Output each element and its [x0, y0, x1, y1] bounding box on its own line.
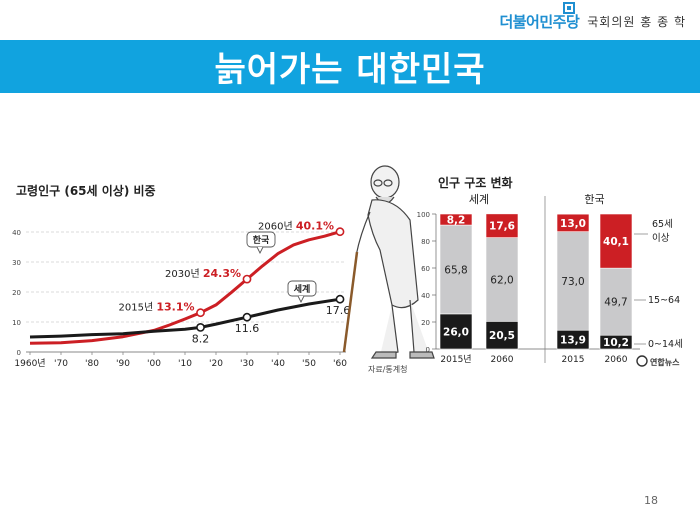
data-label-world: 8.2	[192, 332, 210, 345]
party-logo: 더불어민주당	[499, 12, 580, 31]
series-line-korea	[29, 230, 341, 345]
x-tick-label: '10	[178, 359, 192, 369]
bar-value-label: 49,7	[604, 297, 627, 309]
legend-label-65plus-cont: 이상	[652, 233, 670, 244]
bar-segment	[556, 213, 590, 232]
series-callout: 세계	[287, 280, 317, 304]
y-tick-label: 30	[12, 259, 21, 267]
title-band: 늙어가는 대한민국	[0, 40, 700, 93]
bar-y-tick-label: 80	[421, 238, 430, 246]
bar-value-label: 8,2	[447, 215, 466, 227]
news-agency-icon	[636, 355, 648, 367]
source-label: 자료/통계청	[368, 364, 408, 374]
bar-segment	[599, 267, 633, 336]
bar-category-label: 2015	[562, 355, 585, 365]
x-tick-label: '70	[54, 359, 68, 369]
header-logo-row: 더불어민주당 국회의원 홍 종 학	[499, 2, 686, 34]
bar-group-label: 한국	[584, 193, 604, 206]
bar-value-label: 13,0	[560, 218, 586, 230]
party-logo-icon	[563, 2, 576, 14]
bar-category-label: 2060	[605, 355, 628, 365]
bar-category-label: 2015년	[440, 354, 471, 365]
elderly-person-illustration	[342, 165, 435, 359]
data-point	[196, 308, 205, 318]
x-tick-label: '40	[271, 359, 285, 369]
bar-chart-title: 인구 구조 변화	[438, 175, 513, 190]
data-point	[242, 312, 252, 322]
bar-value-label: 26,0	[443, 326, 469, 338]
bar-value-label: 73,0	[561, 276, 584, 288]
data-point	[335, 294, 345, 304]
bar-value-label: 62,0	[490, 274, 513, 286]
series-line-world	[29, 297, 341, 339]
bar-y-tick-label: 40	[421, 292, 430, 300]
x-tick-label: '20	[209, 359, 223, 369]
page-number: 18	[644, 494, 658, 507]
bar-y-tick-label: 20	[421, 319, 430, 327]
legend-label-15-64: 15~64	[648, 295, 680, 306]
line-chart: 0 10 20 30 40 1960년 '70 '80 '90 '00 '10 '20 '30 '40 '5…	[12, 220, 350, 369]
legend-label-65plus: 65세	[652, 219, 673, 230]
bar-value-label: 17,6	[489, 221, 515, 233]
x-tick-label: 1960년	[14, 358, 45, 369]
bar-y-tick-label: 60	[421, 265, 430, 273]
bar-value-label: 40,1	[603, 236, 629, 248]
x-tick-label: '50	[302, 359, 316, 369]
bar-segment	[439, 224, 473, 315]
callout-label: 한국	[253, 234, 270, 246]
bar-chart: 0 20 40 60 80 100 2015년 2060 2015 2060 세계 한국 26,0 65,…	[417, 193, 683, 365]
bar-segment	[485, 321, 519, 350]
x-tick-label: '30	[240, 359, 254, 369]
series-callout: 한국	[246, 231, 276, 255]
y-tick-label: 40	[12, 229, 21, 237]
bar-segment	[556, 231, 590, 331]
data-point	[335, 227, 345, 237]
y-tick-label: 10	[12, 319, 21, 327]
bar-value-label: 20,5	[489, 330, 515, 342]
data-label-korea: 2015년 13.1%	[119, 301, 195, 314]
x-tick-label: '00	[147, 359, 161, 369]
line-chart-title: 고령인구 (65세 이상) 비중	[16, 183, 156, 198]
bar-value-label: 10,2	[603, 337, 629, 349]
member-name: 국회의원 홍 종 학	[587, 14, 686, 29]
bar-y-tick-label: 100	[417, 211, 430, 219]
data-label-world: 11.6	[235, 322, 260, 335]
x-tick-label: '60	[333, 359, 347, 369]
callout-pointer	[297, 295, 305, 304]
bar-segment	[599, 213, 633, 269]
news-agency-label: 연합뉴스	[650, 357, 680, 367]
bar-segment	[485, 213, 519, 238]
x-tick-label: '80	[85, 359, 99, 369]
legend-label-0-14: 0~14세	[648, 339, 683, 350]
bar-value-label: 65,8	[444, 264, 467, 276]
callout-label: 세계	[294, 283, 311, 295]
data-point	[196, 322, 205, 332]
bar-value-label: 13,9	[560, 335, 586, 347]
data-point	[242, 274, 252, 284]
callout-pointer	[256, 246, 264, 255]
x-tick-label: '90	[116, 359, 130, 369]
data-label-korea: 2060년 40.1%	[258, 220, 334, 233]
y-tick-label: 0	[17, 349, 21, 357]
bar-category-label: 2060	[491, 355, 514, 365]
bar-segment	[439, 313, 473, 350]
slide-title: 늙어가는 대한민국	[214, 50, 486, 90]
data-label-korea: 2030년 24.3%	[165, 267, 241, 280]
bar-segment	[439, 213, 473, 226]
bar-group-label: 세계	[469, 193, 489, 206]
y-tick-label: 20	[12, 289, 21, 297]
bar-segment	[485, 237, 519, 322]
bar-y-tick-label: 0	[426, 346, 430, 354]
data-label-world: 17.6	[326, 304, 351, 317]
